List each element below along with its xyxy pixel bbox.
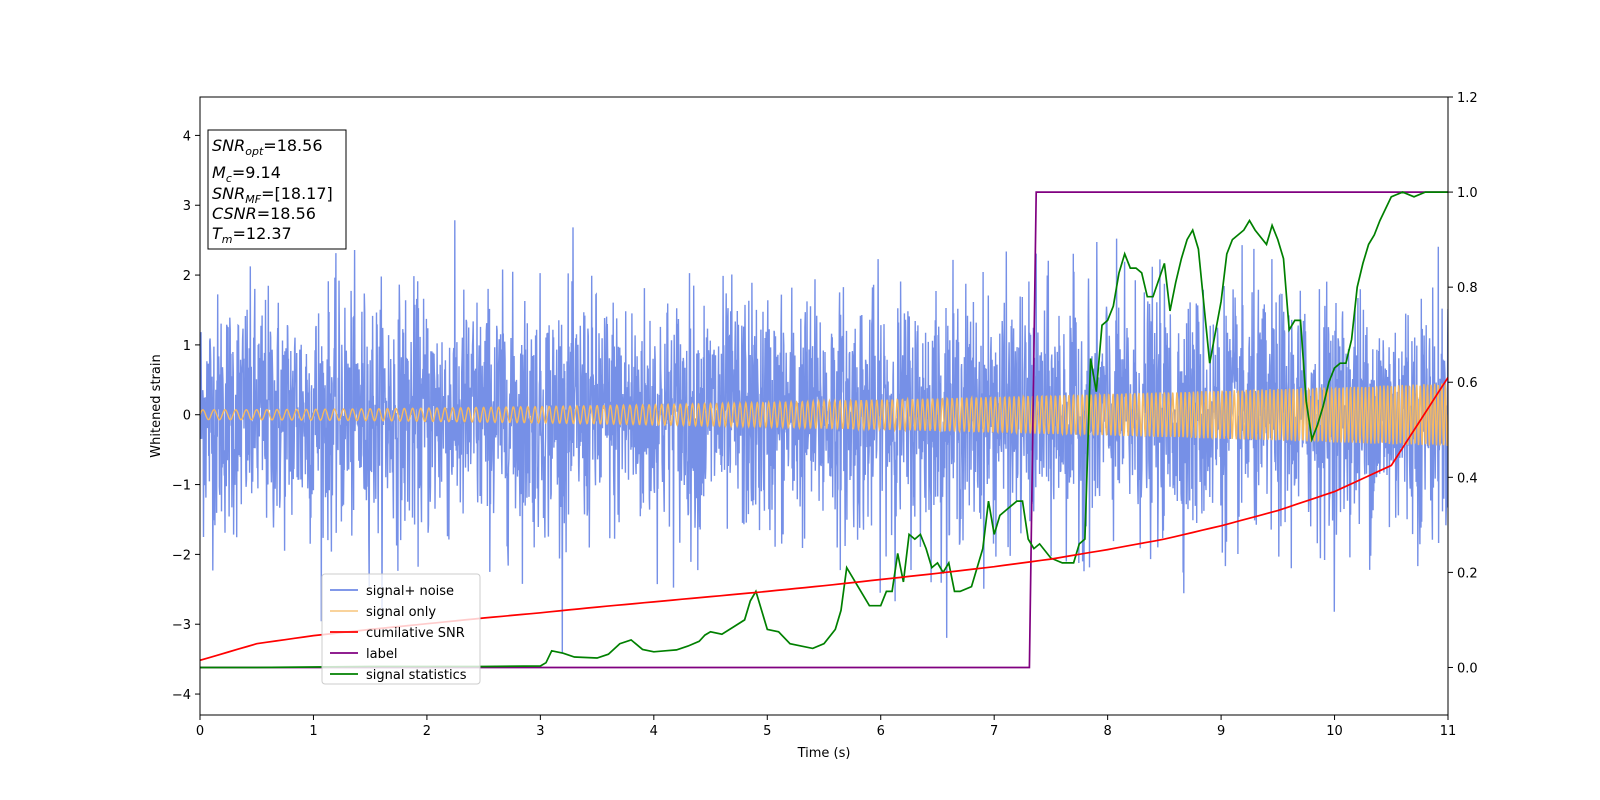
legend-label: signal statistics <box>366 668 467 683</box>
x-tick-label: 11 <box>1440 724 1457 739</box>
annotation-box: SNRopt=18.56 Mc=9.14 SNRMF=[18.17] CSNR=… <box>207 129 347 250</box>
mc-value: =9.14 <box>232 163 281 182</box>
legend-item-signal-statistics: signal statistics <box>330 668 467 683</box>
x-tick-label: 4 <box>650 724 658 739</box>
x-tick-label: 1 <box>309 724 317 739</box>
legend-item-label: label <box>330 647 397 662</box>
tm-subscript: m <box>222 233 233 246</box>
annotation-frame <box>207 129 347 250</box>
annotation-mc: Mc=9.14 <box>212 163 281 185</box>
y-tick-label: 3 <box>183 199 191 214</box>
y-tick-label: 1 <box>183 339 191 354</box>
y-axis-label: Whitened strain <box>149 354 164 457</box>
annotation-tm: Tm=12.37 <box>212 224 292 246</box>
legend-label: signal+ noise <box>366 584 454 599</box>
snr-opt-value: =18.56 <box>263 136 322 155</box>
legend-label: label <box>366 647 397 662</box>
x-tick-label: 2 <box>423 724 431 739</box>
x-tick-label: 3 <box>536 724 544 739</box>
mc-symbol: M <box>212 163 226 182</box>
series-signal-noise <box>200 220 1448 654</box>
annotation-snr-opt: SNRopt=18.56 <box>212 136 323 158</box>
y-tick-label: −2 <box>172 548 191 563</box>
x-tick-label: 5 <box>763 724 771 739</box>
y-right-tick-label: 0.6 <box>1457 376 1478 391</box>
x-axis-label: Time (s) <box>797 746 851 761</box>
legend: signal+ noise signal only cumilative SNR la… <box>321 573 481 685</box>
legend-item-signal-noise: signal+ noise <box>330 584 454 599</box>
y-tick-label: 4 <box>183 129 191 144</box>
snr-mf-value: =[18.17] <box>261 184 333 203</box>
plot-area <box>200 191 1448 669</box>
snr-mf-symbol: SNR <box>212 184 245 203</box>
y-tick-label: −3 <box>172 618 191 633</box>
annotation-csnr: CSNR=18.56 <box>212 204 316 223</box>
x-tick-label: 7 <box>990 724 998 739</box>
axes: 0 1 2 3 4 5 6 7 8 9 10 11 −4 −3 −2 −1 0 1 2 3 4 0.0 0.2 0.4 0.6 0… <box>172 91 1478 739</box>
x-tick-label: 0 <box>196 724 204 739</box>
series-signal-statistics <box>200 191 1448 669</box>
snr-opt-subscript: opt <box>245 145 264 158</box>
legend-label: cumilative SNR <box>366 626 465 641</box>
y-right-tick-label: 0.8 <box>1457 281 1478 296</box>
legend-item-signal-only: signal only <box>330 605 436 620</box>
csnr-value: =18.56 <box>257 204 316 223</box>
y-right-tick-label: 1.2 <box>1457 91 1478 106</box>
x-tick-label: 10 <box>1326 724 1343 739</box>
tm-value: =12.37 <box>233 224 292 243</box>
series-label <box>200 191 1448 669</box>
tm-symbol: T <box>212 224 223 243</box>
y-tick-label: 2 <box>183 269 191 284</box>
y-right-tick-label: 1.0 <box>1457 186 1478 201</box>
snr-mf-subscript: MF <box>245 193 261 206</box>
x-tick-label: 6 <box>877 724 885 739</box>
y-tick-label: −4 <box>172 688 191 703</box>
annotation-snr-mf: SNRMF=[18.17] <box>212 184 333 206</box>
snr-opt-symbol: SNR <box>212 136 245 155</box>
x-tick-label: 8 <box>1103 724 1111 739</box>
plot-frame <box>199 96 1449 716</box>
y-tick-label: 0 <box>183 409 191 424</box>
y-right-tick-label: 0.4 <box>1457 471 1478 486</box>
y-tick-label: −1 <box>172 479 191 494</box>
legend-item-cumilative-snr: cumilative SNR <box>330 626 465 641</box>
y-right-tick-label: 0.2 <box>1457 566 1478 581</box>
x-tick-label: 9 <box>1217 724 1225 739</box>
legend-frame <box>321 573 481 685</box>
csnr-symbol: CSNR <box>212 204 257 223</box>
series-signal-only <box>200 383 1448 447</box>
y-right-tick-label: 0.0 <box>1457 661 1478 676</box>
mc-subscript: c <box>226 172 232 185</box>
legend-label: signal only <box>366 605 436 620</box>
